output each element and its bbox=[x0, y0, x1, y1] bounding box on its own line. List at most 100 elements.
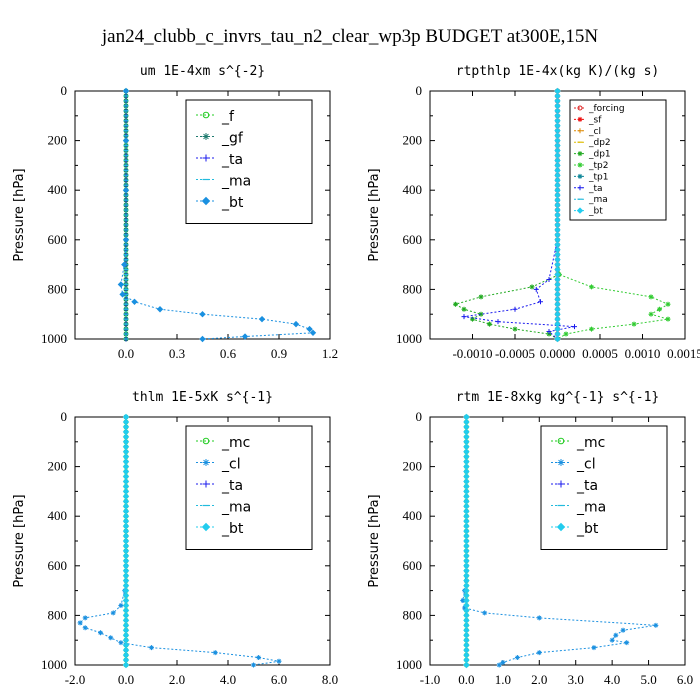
legend-marker bbox=[577, 173, 583, 179]
y-axis-label: Pressure [hPa] bbox=[367, 168, 382, 261]
legend-marker bbox=[202, 154, 210, 162]
legend-label: _bt bbox=[588, 207, 603, 217]
data-point bbox=[121, 261, 128, 268]
data-point bbox=[609, 637, 615, 643]
x-tick-label: 0.0010 bbox=[625, 346, 661, 361]
data-point bbox=[119, 291, 126, 298]
legend-label: _ma bbox=[588, 195, 608, 205]
data-point bbox=[82, 615, 88, 621]
data-point bbox=[591, 645, 597, 651]
panel-title: thlm 1E-5xK s^{-1} bbox=[132, 390, 273, 405]
y-tick-label: 600 bbox=[48, 558, 68, 573]
legend: _forcing_sf _cl_dp2 _dp1_tp2_tp1 _ta_ma _bt bbox=[569, 99, 667, 221]
data-point bbox=[276, 658, 282, 664]
data-point bbox=[563, 331, 569, 337]
data-point bbox=[648, 294, 654, 300]
legend-marker bbox=[577, 162, 583, 168]
data-point bbox=[258, 315, 266, 323]
x-tick-label: 6.0 bbox=[271, 672, 287, 687]
data-point bbox=[98, 630, 103, 636]
x-tick-label: 0.0000 bbox=[540, 346, 576, 361]
legend-label: _sf bbox=[588, 115, 602, 125]
x-tick-label: 4.0 bbox=[604, 672, 620, 687]
data-point bbox=[118, 602, 124, 608]
x-tick-label: 1.2 bbox=[322, 346, 338, 361]
x-tick-label: -2.0 bbox=[65, 672, 86, 687]
legend-label: _cl bbox=[221, 457, 241, 473]
data-point bbox=[212, 650, 218, 656]
y-tick-label: 800 bbox=[403, 281, 423, 296]
legend-marker bbox=[202, 111, 210, 119]
panel-title: rtm 1E-8xkg kg^{-1} s^{-1} bbox=[456, 390, 660, 405]
legend: _mc _cl _ta _ma _bt bbox=[185, 425, 313, 550]
x-tick-label: 6.0 bbox=[677, 672, 693, 687]
x-tick-label: 0.6 bbox=[220, 346, 237, 361]
series-bt bbox=[463, 413, 470, 669]
legend-marker bbox=[557, 480, 565, 488]
legend-label: _ta bbox=[576, 478, 598, 494]
legend-marker bbox=[557, 437, 565, 445]
data-point bbox=[122, 236, 130, 244]
data-point bbox=[482, 610, 488, 616]
data-point bbox=[631, 321, 637, 327]
data-point bbox=[199, 310, 206, 318]
y-axis-label: Pressure [hPa] bbox=[367, 494, 382, 587]
legend-label: _bt bbox=[221, 195, 244, 211]
legend-label: _dp2 bbox=[588, 138, 611, 148]
x-tick-label: 1.0 bbox=[495, 672, 511, 687]
data-point bbox=[122, 661, 130, 669]
legend-label: _ta bbox=[588, 184, 603, 194]
data-point bbox=[149, 645, 154, 651]
data-point bbox=[538, 299, 543, 305]
x-tick-label: 0.0 bbox=[118, 346, 134, 361]
legend-marker bbox=[577, 185, 583, 191]
x-tick-label: 0.0 bbox=[118, 672, 134, 687]
panel-um: um 1E-4xm s^{-2} 0 200 400 600 800 1000 0.0 0.3 0… bbox=[12, 64, 338, 361]
data-point bbox=[536, 615, 542, 621]
legend: _f _gf _ta _ma _bt bbox=[185, 99, 313, 224]
data-point bbox=[199, 335, 206, 343]
data-point bbox=[131, 298, 138, 306]
x-tick-label: -1.0 bbox=[420, 672, 441, 687]
legend-label: _forcing bbox=[588, 104, 625, 114]
x-tick-label: 0.0 bbox=[458, 672, 474, 687]
figure-title: jan24_clubb_c_invrs_tau_n2_clear_wp3p BU… bbox=[101, 26, 598, 47]
data-point bbox=[487, 321, 492, 327]
legend-label: _ma bbox=[576, 500, 606, 516]
data-point bbox=[117, 281, 125, 288]
legend-label: _tp1 bbox=[588, 172, 608, 182]
x-tick-label: 8.0 bbox=[322, 672, 338, 687]
legend-marker bbox=[202, 133, 210, 140]
series-line bbox=[79, 417, 280, 666]
legend-marker bbox=[202, 480, 210, 488]
data-point bbox=[620, 627, 626, 633]
legend-marker bbox=[577, 116, 583, 122]
data-point bbox=[461, 314, 467, 320]
legend-marker bbox=[556, 522, 566, 532]
series-line bbox=[454, 91, 560, 340]
y-tick-label: 400 bbox=[403, 508, 423, 523]
data-point bbox=[554, 335, 561, 343]
data-point bbox=[589, 284, 594, 290]
legend-label: _ma bbox=[221, 174, 251, 190]
y-tick-label: 1000 bbox=[41, 657, 67, 672]
data-point bbox=[496, 662, 502, 668]
panel-rtm: rtm 1E-8xkg kg^{-1} s^{-1} 0 200 400 600 800 1… bbox=[367, 390, 693, 687]
data-point bbox=[572, 324, 577, 330]
data-point bbox=[241, 333, 249, 340]
data-point bbox=[122, 186, 130, 194]
data-point bbox=[309, 329, 317, 337]
x-tick-label: -0.0010 bbox=[452, 346, 492, 361]
panel-title: um 1E-4xm s^{-2} bbox=[140, 64, 265, 79]
data-point bbox=[624, 640, 630, 646]
data-point bbox=[256, 655, 262, 661]
legend-marker bbox=[201, 196, 211, 206]
data-point bbox=[122, 87, 130, 95]
legend-label: _bt bbox=[576, 521, 599, 537]
data-point bbox=[463, 661, 470, 669]
legend-label: _cl bbox=[576, 457, 596, 473]
data-point bbox=[665, 301, 671, 307]
y-tick-label: 1000 bbox=[396, 657, 422, 672]
legend-box bbox=[569, 99, 667, 221]
y-tick-label: 200 bbox=[48, 133, 68, 148]
